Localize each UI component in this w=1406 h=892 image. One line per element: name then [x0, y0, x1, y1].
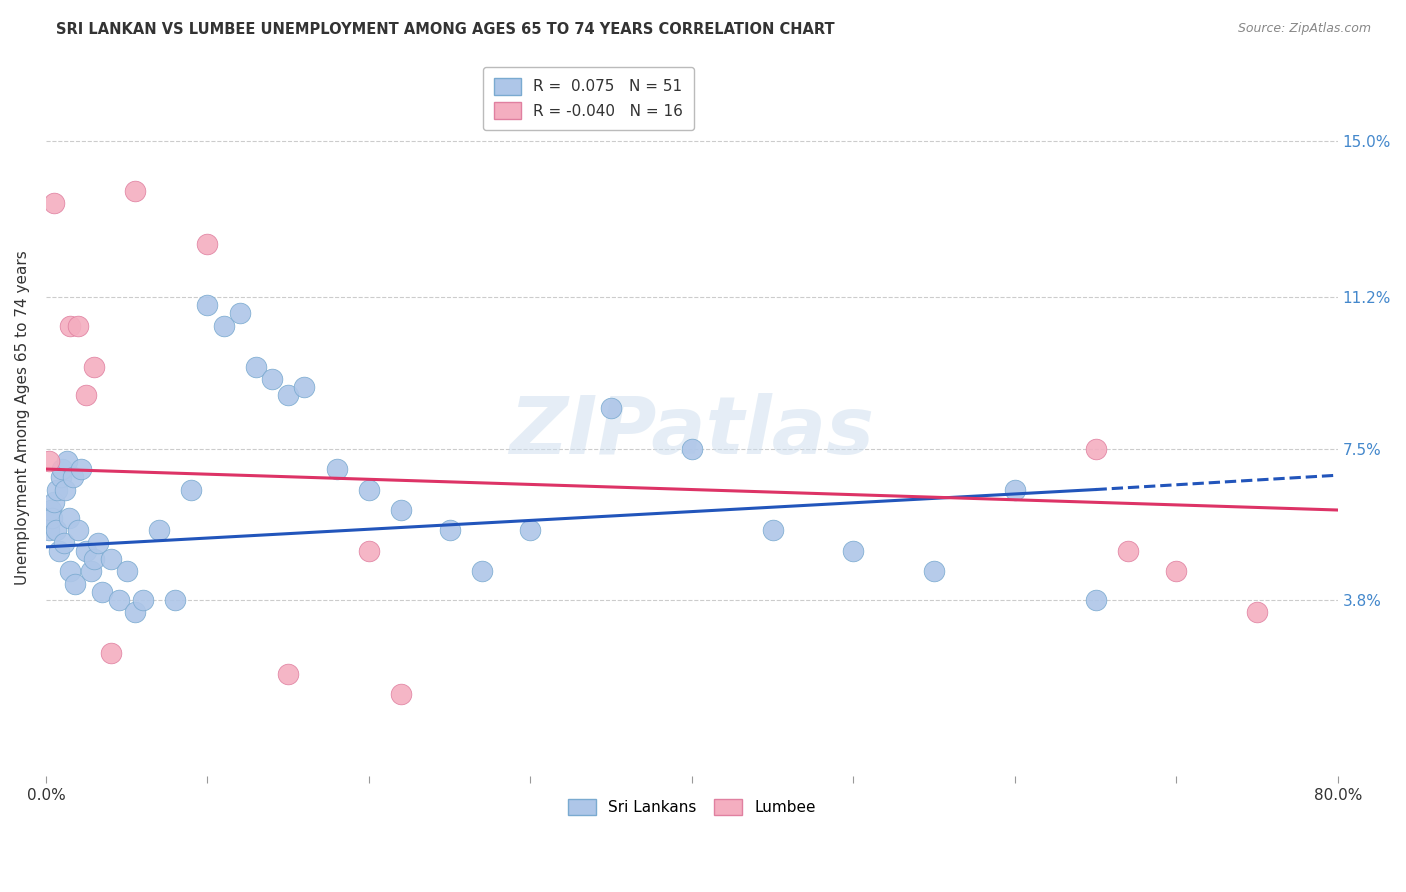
Point [132, 593, 155, 607]
Point [75, 544, 97, 558]
Point [56, 454, 79, 468]
Point [53, 483, 76, 497]
Point [922, 565, 945, 579]
Point [83, 359, 105, 374]
Point [80, 565, 103, 579]
Point [1084, 442, 1107, 456]
Point [49, 470, 72, 484]
Point [67, 524, 90, 538]
Point [39, 503, 62, 517]
Point [91, 585, 114, 599]
Point [197, 298, 219, 312]
Point [86, 535, 108, 549]
Point [762, 524, 785, 538]
Point [389, 687, 412, 701]
Point [63, 576, 86, 591]
Point [1004, 483, 1026, 497]
Point [325, 462, 347, 476]
Point [67, 318, 90, 333]
Point [38, 524, 60, 538]
Point [212, 318, 235, 333]
Point [681, 442, 703, 456]
Point [100, 552, 122, 566]
Point [100, 646, 122, 660]
Point [292, 380, 315, 394]
Point [148, 524, 170, 538]
Point [83, 552, 105, 566]
Point [1246, 606, 1268, 620]
Point [42, 495, 65, 509]
Point [124, 184, 146, 198]
Point [51, 462, 73, 476]
Point [42, 195, 65, 210]
Point [197, 236, 219, 251]
Point [52, 535, 75, 549]
Point [62, 470, 84, 484]
Point [48, 544, 70, 558]
Point [59, 318, 82, 333]
Point [357, 544, 380, 558]
Legend: Sri Lankans, Lumbee: Sri Lankans, Lumbee [557, 788, 827, 826]
Point [519, 524, 541, 538]
Point [229, 306, 252, 320]
Point [124, 606, 146, 620]
Point [1084, 593, 1107, 607]
Text: Source: ZipAtlas.com: Source: ZipAtlas.com [1237, 22, 1371, 36]
Point [180, 483, 202, 497]
Point [357, 483, 380, 497]
Point [600, 401, 623, 415]
Point [165, 593, 187, 607]
Point [58, 511, 80, 525]
Point [38, 454, 60, 468]
Point [46, 483, 69, 497]
Y-axis label: Unemployment Among Ages 65 to 74 years: Unemployment Among Ages 65 to 74 years [15, 251, 30, 585]
Point [41, 511, 63, 525]
Point [45, 524, 67, 538]
Point [245, 359, 267, 374]
Point [59, 565, 82, 579]
Point [842, 544, 865, 558]
Point [389, 503, 412, 517]
Text: ZIPatlas: ZIPatlas [509, 393, 875, 471]
Point [260, 372, 283, 386]
Point [1166, 565, 1188, 579]
Point [75, 388, 97, 402]
Point [1116, 544, 1139, 558]
Point [277, 388, 299, 402]
Point [107, 593, 129, 607]
Point [439, 524, 461, 538]
Point [70, 462, 93, 476]
Point [115, 565, 138, 579]
Point [277, 666, 299, 681]
Point [471, 565, 494, 579]
Text: SRI LANKAN VS LUMBEE UNEMPLOYMENT AMONG AGES 65 TO 74 YEARS CORRELATION CHART: SRI LANKAN VS LUMBEE UNEMPLOYMENT AMONG … [56, 22, 835, 37]
